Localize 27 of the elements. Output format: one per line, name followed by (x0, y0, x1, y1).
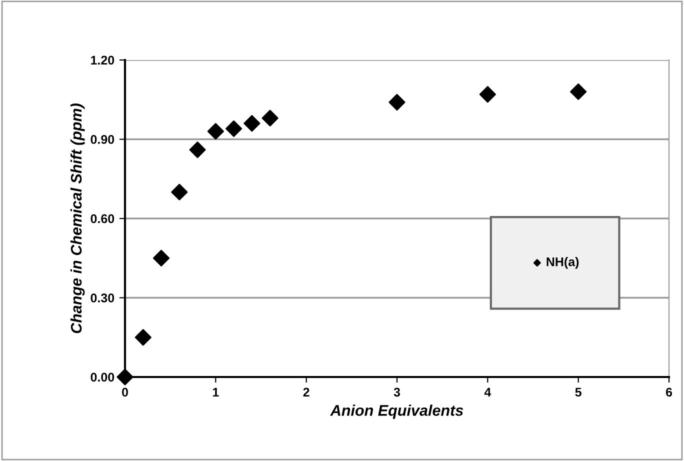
y-axis-title: Change in Chemical Shift (ppm) (70, 104, 85, 334)
point (189, 142, 206, 158)
point (152, 250, 170, 266)
x-tick-label: 6 (666, 388, 672, 397)
y-tick-label: 0.90 (90, 135, 114, 144)
x-axis-title: Anion Equivalents (330, 404, 464, 419)
point (171, 184, 188, 200)
x-tick-label: 4 (484, 388, 492, 396)
x-tick-label: 0 (122, 388, 128, 397)
point (388, 94, 406, 111)
point (116, 368, 134, 386)
point (479, 86, 496, 103)
y-tick-label: 0.00 (90, 372, 114, 382)
y-tick-label: 1.20 (91, 56, 114, 65)
y-tick-label: 0.30 (90, 294, 114, 302)
point (226, 120, 242, 137)
y-tick-label: 0.60 (90, 214, 114, 224)
point (244, 115, 260, 132)
point (207, 123, 224, 140)
x-tick-label: 2 (303, 388, 310, 396)
legend-label: NH(a) (546, 257, 579, 269)
x-tick-label: 5 (575, 388, 582, 397)
point (134, 329, 152, 346)
x-tick-label: 3 (394, 388, 400, 397)
x-tick-label: 1 (212, 388, 219, 396)
point (570, 83, 587, 100)
point (262, 110, 278, 126)
